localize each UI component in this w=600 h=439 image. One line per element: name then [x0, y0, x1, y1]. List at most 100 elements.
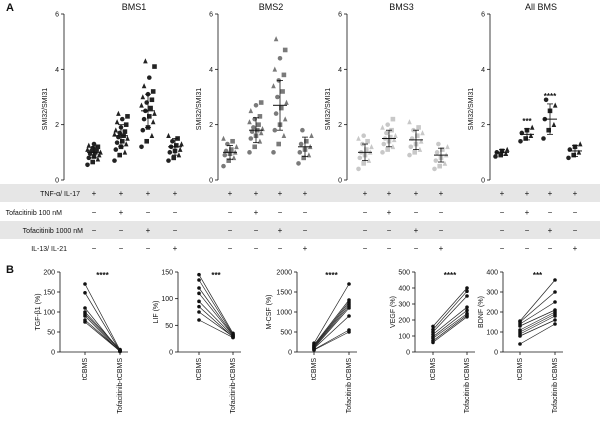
table-cell: + — [119, 189, 124, 198]
table-cell: + — [439, 244, 444, 253]
table-row-shade — [0, 221, 600, 239]
y-tick-label: 0 — [288, 350, 292, 357]
y-tick-label: 100 — [161, 296, 173, 303]
chart-title: BMS2 — [259, 2, 284, 12]
table-cell: − — [173, 208, 178, 217]
x-tick-label: Tofacitinib-tCBMS — [230, 358, 237, 414]
data-point — [301, 155, 306, 161]
y-tick-label: 0 — [494, 350, 498, 357]
table-cell: − — [387, 244, 392, 253]
data-point — [437, 163, 442, 169]
data-point — [357, 155, 363, 161]
y-tick-label: 2 — [481, 122, 485, 129]
chart-title: All BMS — [525, 2, 557, 12]
table-cell: − — [92, 208, 97, 217]
pair-line — [313, 283, 350, 344]
y-tick-label: 6 — [481, 12, 485, 19]
table-cell: − — [146, 244, 151, 253]
data-point — [197, 286, 201, 290]
pair-line — [313, 307, 350, 349]
data-point — [83, 282, 87, 286]
table-cell: − — [146, 208, 151, 217]
data-point — [141, 116, 147, 122]
data-point — [273, 36, 279, 42]
y-tick-label: 4 — [209, 67, 213, 74]
y-tick-label: 0 — [338, 178, 342, 185]
data-point — [179, 141, 184, 147]
data-point — [272, 66, 278, 72]
data-point — [85, 146, 90, 152]
table-cell: − — [228, 226, 233, 235]
data-point — [271, 150, 276, 155]
x-tick-label: Tofacitinib tCBMS — [346, 358, 353, 414]
table-cell: + — [254, 208, 259, 217]
data-point — [231, 335, 235, 340]
significance-stars: **** — [544, 92, 557, 101]
y-tick-label: 2 — [338, 122, 342, 129]
data-point — [258, 100, 264, 105]
table-cell: + — [278, 226, 283, 235]
data-point — [541, 136, 546, 141]
data-point — [552, 102, 558, 108]
data-point — [407, 152, 412, 158]
pair-line — [84, 321, 121, 352]
pair-line — [198, 306, 234, 338]
data-point — [465, 286, 469, 290]
data-point — [166, 158, 171, 163]
pair-line — [432, 306, 468, 335]
data-point — [385, 147, 390, 152]
data-point — [116, 110, 121, 116]
data-point — [197, 318, 201, 322]
table-cell: + — [414, 189, 419, 198]
data-point — [258, 130, 264, 136]
data-point — [123, 122, 129, 127]
data-point — [143, 58, 148, 64]
data-point — [571, 152, 576, 158]
data-point — [551, 121, 557, 127]
significance-stars: *** — [533, 271, 543, 280]
table-cell: + — [146, 189, 151, 198]
y-tick-label: 200 — [43, 270, 55, 277]
y-tick-label: 500 — [398, 270, 410, 277]
data-point — [347, 306, 351, 310]
data-point — [83, 306, 87, 310]
table-cell: − — [92, 226, 97, 235]
data-point — [356, 166, 361, 172]
data-point — [148, 105, 153, 111]
data-point — [177, 146, 183, 152]
data-point — [166, 132, 171, 139]
y-tick-label: 0 — [55, 178, 59, 185]
data-point — [197, 278, 201, 282]
pair-line — [198, 319, 234, 338]
y-tick-label: 50 — [165, 323, 173, 330]
data-point — [434, 150, 440, 155]
data-point — [309, 132, 314, 139]
table-cell: + — [173, 189, 178, 198]
y-tick-label: 6 — [209, 12, 213, 19]
x-tick-label: Tofacitinib-tCBMS — [117, 358, 124, 414]
data-point — [197, 291, 201, 296]
pair-line — [432, 314, 468, 342]
data-point — [347, 282, 351, 286]
data-point — [140, 127, 146, 133]
pair-line — [519, 309, 556, 327]
data-point — [149, 132, 155, 139]
y-tick-label: 0 — [406, 350, 410, 357]
y-tick-label: 1000 — [276, 310, 292, 317]
data-point — [141, 83, 147, 89]
data-point — [147, 114, 152, 119]
data-point — [230, 138, 235, 144]
data-point — [546, 127, 551, 133]
pair-line — [432, 290, 468, 330]
data-point — [356, 135, 361, 141]
pair-line — [84, 283, 121, 351]
data-point — [431, 340, 435, 345]
table-cell: + — [500, 189, 505, 198]
table-cell: + — [173, 244, 178, 253]
y-tick-label: 400 — [398, 286, 410, 293]
x-tick-label: Tofacitinib tCBMS — [464, 358, 471, 414]
table-cell: + — [303, 244, 308, 253]
data-point — [176, 152, 182, 158]
data-point — [140, 94, 146, 100]
pair-line — [313, 305, 350, 348]
